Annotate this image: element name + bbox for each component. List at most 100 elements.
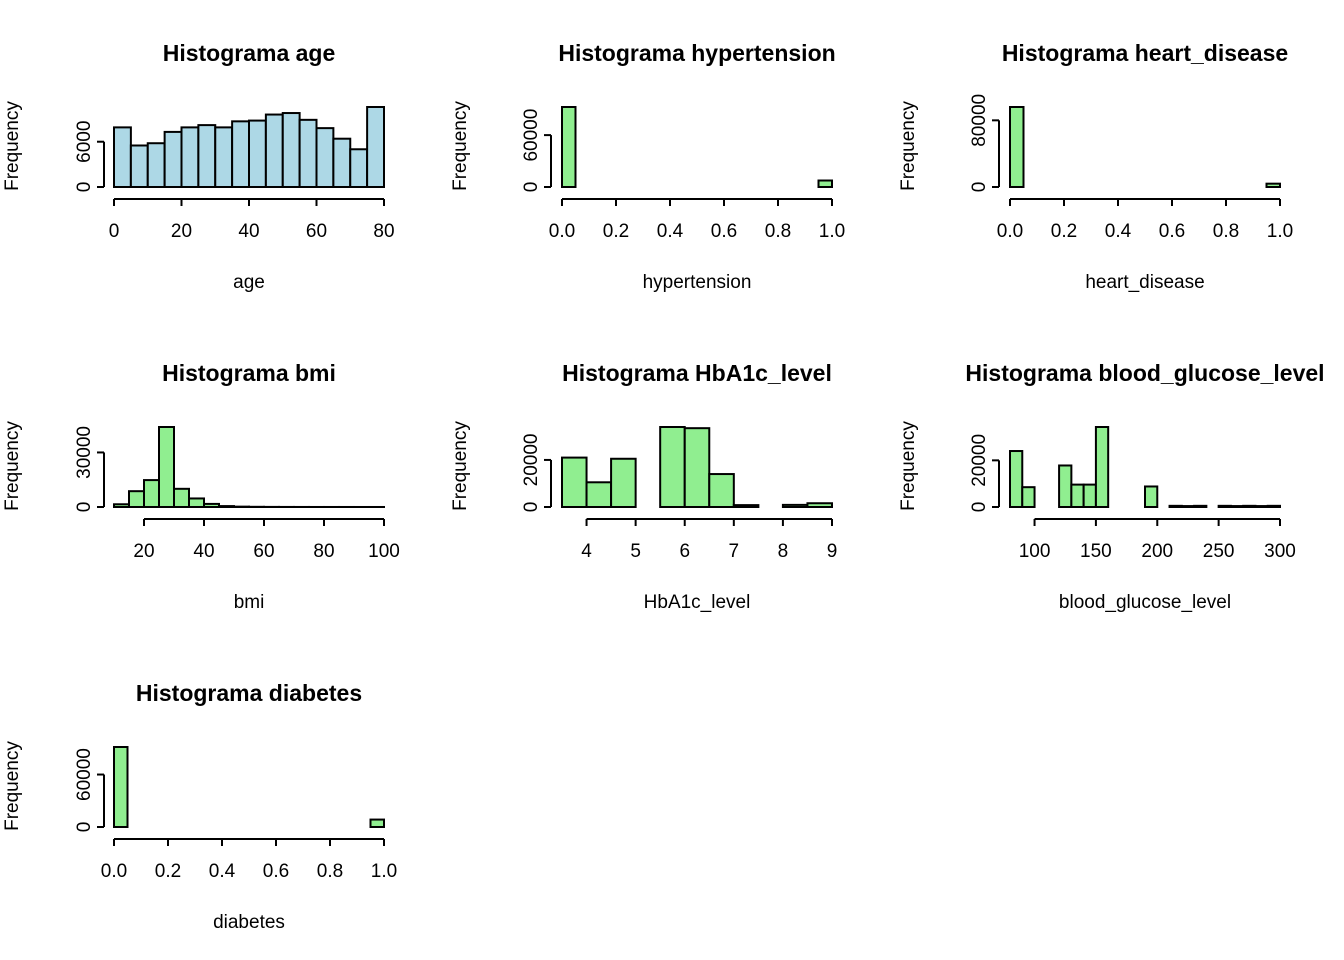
x-axis-label: age (233, 272, 265, 293)
histogram-bar (659, 426, 686, 508)
x-tick-label: 0.0 (997, 221, 1023, 242)
histogram-bar (1266, 504, 1282, 509)
histogram-bar (214, 126, 234, 188)
y-tick-label: 6000 (74, 121, 95, 163)
histogram-bar (163, 130, 183, 188)
histogram-bar (197, 124, 217, 188)
x-tick-label: 200 (1141, 541, 1173, 562)
y-tick-label: 20000 (969, 434, 990, 487)
x-tick-label: 1.0 (371, 861, 397, 882)
chart-title: Histograma hypertension (558, 40, 835, 66)
histogram-bar (231, 120, 250, 188)
histogram-bar (806, 502, 833, 508)
histogram-bar (561, 106, 577, 188)
y-tick-label: 80000 (969, 94, 990, 147)
x-axis-label: HbA1c_level (644, 592, 751, 613)
y-tick-label: 20000 (521, 434, 542, 487)
y-tick-label: 60000 (521, 109, 542, 162)
histogram-bar (610, 457, 637, 509)
y-tick-label: 0 (521, 182, 542, 193)
histogram-bar (264, 113, 284, 188)
histogram-bar (1009, 450, 1024, 508)
histogram-bar (1082, 483, 1097, 509)
x-tick-label: 9 (827, 541, 838, 562)
histogram-bar (369, 818, 385, 828)
histogram-bar (1144, 485, 1159, 509)
histogram-bar (1168, 504, 1183, 509)
y-tick-label: 0 (74, 502, 95, 513)
histogram-bar (1265, 182, 1281, 189)
histogram-bar (113, 503, 130, 509)
x-tick-label: 0.8 (317, 861, 343, 882)
x-tick-label: 1.0 (819, 221, 845, 242)
x-tick-label: 0.0 (549, 221, 575, 242)
y-tick-label: 60000 (74, 748, 95, 801)
y-axis-label: Frequency (898, 101, 919, 191)
histogram-bar (366, 106, 385, 188)
histogram-bar (113, 746, 129, 828)
histogram-bar (1180, 505, 1196, 508)
x-tick-label: 250 (1203, 541, 1235, 562)
histogram-bar (1229, 505, 1245, 508)
histogram-bar (683, 427, 711, 509)
chart-title: Histograma HbA1c_level (562, 360, 832, 386)
x-tick-label: 100 (368, 541, 400, 562)
x-axis-label: bmi (234, 592, 265, 613)
x-tick-label: 300 (1264, 541, 1296, 562)
chart-title: Histograma diabetes (136, 680, 362, 706)
histogram-bar (708, 473, 735, 509)
y-tick-label: 0 (969, 182, 990, 193)
x-tick-label: 60 (253, 541, 274, 562)
x-tick-label: 1.0 (1267, 221, 1293, 242)
histogram-bar (332, 137, 352, 189)
x-axis-label: hypertension (643, 272, 752, 293)
histogram-bar (1217, 504, 1232, 509)
chart-title: Histograma blood_glucose_level (965, 360, 1324, 386)
histogram-bar (315, 127, 335, 189)
histogram-bar (173, 487, 190, 508)
x-tick-label: 0.6 (1159, 221, 1185, 242)
histogram-bar (188, 497, 205, 509)
histogram-bar (349, 148, 369, 188)
y-axis-label: Frequency (450, 101, 471, 191)
histogram-bar (561, 456, 588, 508)
histogram-bar (158, 426, 175, 508)
histogram-bar (1193, 504, 1208, 509)
x-tick-label: 100 (1019, 541, 1051, 562)
histogram-bar (180, 126, 200, 188)
histogram-bar (1058, 464, 1073, 509)
x-tick-label: 40 (193, 541, 214, 562)
y-tick-label: 30000 (74, 426, 95, 479)
histogram-bar (298, 118, 318, 188)
histogram-bar (281, 112, 301, 188)
y-axis-label: Frequency (898, 421, 919, 511)
histogram-bar (1021, 486, 1036, 508)
histogram-bar (1094, 426, 1110, 508)
histogram-bar (143, 479, 160, 509)
x-tick-label: 60 (306, 221, 327, 242)
y-axis-label: Frequency (2, 421, 23, 511)
x-tick-label: 80 (373, 221, 394, 242)
x-tick-label: 40 (238, 221, 259, 242)
x-tick-label: 4 (581, 541, 592, 562)
x-tick-label: 20 (171, 221, 192, 242)
x-tick-label: 0.4 (209, 861, 236, 882)
y-axis-label: Frequency (2, 101, 23, 191)
x-tick-label: 0.6 (263, 861, 289, 882)
y-axis-label: Frequency (450, 421, 471, 511)
y-tick-label: 0 (521, 502, 542, 513)
histogram-bar (113, 126, 132, 188)
histogram-bar (146, 142, 166, 188)
histogram-bar (218, 505, 235, 509)
x-tick-label: 0.8 (765, 221, 791, 242)
x-tick-label: 0.2 (155, 861, 181, 882)
histogram-bar (203, 502, 220, 508)
y-axis-label: Frequency (2, 741, 23, 831)
x-axis-label: diabetes (213, 912, 285, 933)
histogram-bar (1070, 483, 1085, 509)
x-axis-label: heart_disease (1085, 272, 1204, 293)
x-tick-label: 0.4 (657, 221, 684, 242)
histogram-bar (129, 144, 149, 189)
y-tick-label: 0 (969, 502, 990, 513)
